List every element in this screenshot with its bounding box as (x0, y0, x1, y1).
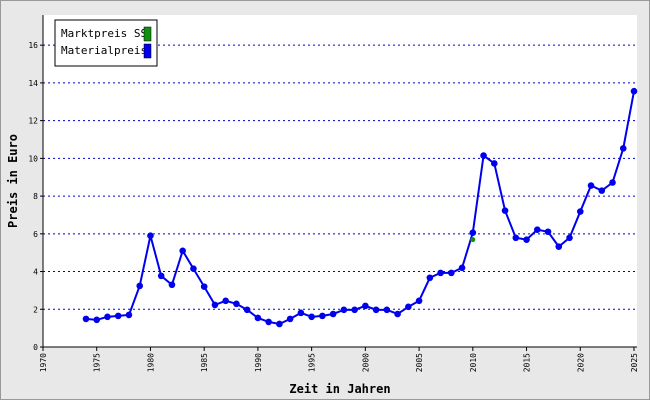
data-point (362, 302, 369, 310)
data-point (566, 234, 573, 242)
x-tick-label: 1985 (200, 353, 209, 372)
y-tick-label: 10 (28, 154, 38, 163)
data-point (351, 306, 358, 314)
y-tick-label: 2 (33, 305, 38, 314)
data-point (426, 274, 434, 282)
data-point (383, 306, 391, 314)
x-tick-label: 2025 (630, 353, 639, 372)
data-point (448, 269, 455, 277)
x-tick-label: 1980 (146, 353, 155, 372)
data-point (470, 237, 476, 243)
y-tick-label: 12 (28, 117, 38, 126)
data-point (222, 297, 229, 305)
data-point (104, 313, 111, 321)
data-point (93, 316, 101, 324)
data-point (319, 312, 326, 320)
data-point (405, 303, 412, 311)
data-point (297, 309, 305, 317)
data-point (587, 182, 595, 189)
x-tick-label: 1995 (308, 353, 317, 372)
y-axis-label: Preis in Euro (6, 134, 20, 228)
legend-box (54, 19, 158, 67)
y-tick-label: 0 (33, 343, 38, 352)
data-point (136, 282, 144, 290)
data-point (329, 310, 337, 318)
data-point (179, 247, 186, 255)
legend-label: Materialpreis (61, 44, 147, 57)
legend-swatch (143, 26, 152, 42)
data-point (82, 315, 90, 323)
x-tick-label: 1990 (254, 353, 263, 372)
y-tick-label: 6 (33, 230, 38, 239)
legend-label: Marktpreis SS (61, 27, 147, 40)
data-point (480, 152, 487, 159)
plot-area (43, 15, 637, 347)
x-tick-label: 1970 (39, 353, 48, 372)
data-point (125, 311, 133, 319)
data-point (233, 300, 240, 308)
data-point (286, 315, 294, 323)
data-point (609, 179, 616, 186)
data-point (340, 306, 348, 314)
y-tick-label: 14 (28, 79, 38, 88)
data-point (501, 207, 509, 214)
data-point (211, 301, 219, 309)
data-point (491, 160, 498, 167)
data-point (276, 320, 283, 328)
data-point (308, 313, 315, 321)
data-point (243, 306, 251, 314)
x-tick-label: 2015 (523, 353, 532, 372)
data-point (394, 310, 401, 318)
data-point (265, 318, 272, 326)
data-point (157, 272, 165, 280)
x-tick-label: 2020 (576, 353, 585, 372)
x-tick-label: 1975 (93, 353, 102, 372)
data-point (200, 283, 208, 290)
data-point (469, 229, 477, 236)
series-line (85, 91, 635, 326)
data-point (619, 145, 627, 152)
x-tick-label: 2010 (469, 353, 478, 372)
data-point (576, 208, 584, 215)
data-point (437, 269, 444, 277)
data-point (415, 297, 423, 305)
x-axis-label: Zeit in Jahren (289, 382, 390, 396)
data-point (458, 264, 466, 272)
data-point (523, 236, 530, 243)
data-point (372, 306, 380, 314)
data-point (544, 228, 552, 236)
y-tick-label: 4 (33, 268, 38, 277)
data-point (630, 87, 638, 95)
data-point (533, 226, 541, 233)
data-point (190, 265, 197, 273)
data-point (168, 281, 176, 289)
data-point (598, 187, 606, 194)
data-point (147, 232, 154, 240)
x-tick-label: 2000 (361, 353, 370, 372)
data-point (555, 243, 563, 250)
y-tick-label: 16 (28, 41, 38, 50)
data-point (254, 314, 262, 322)
data-point (512, 234, 520, 242)
data-point (114, 312, 122, 320)
x-tick-label: 2005 (415, 353, 424, 372)
legend-swatch (143, 43, 152, 59)
y-tick-label: 8 (33, 192, 38, 201)
